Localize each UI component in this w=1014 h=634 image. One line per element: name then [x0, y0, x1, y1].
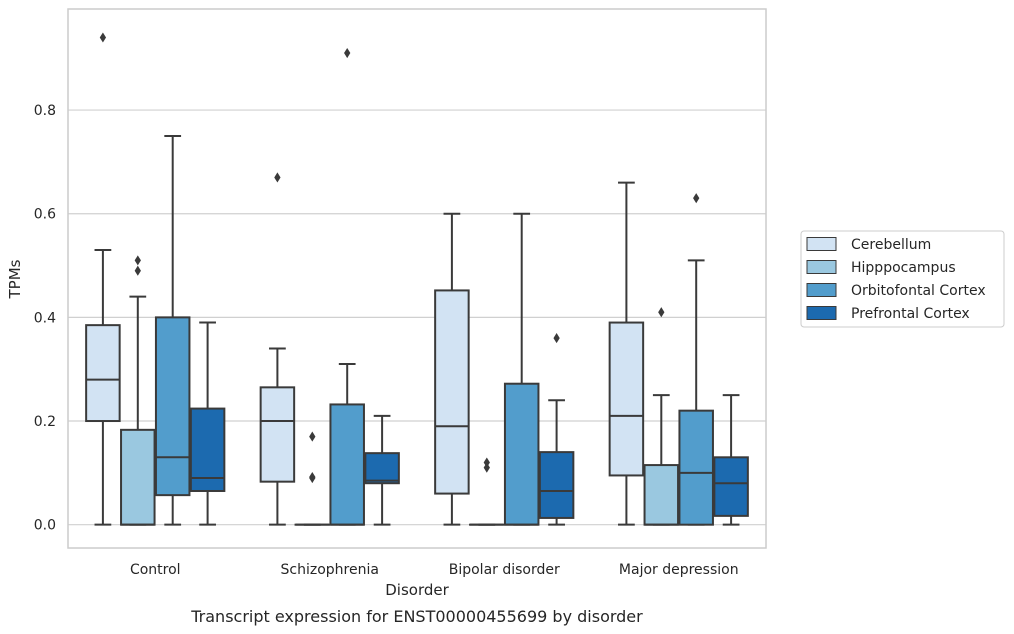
box-rect [85, 324, 121, 423]
legend-swatch [806, 237, 837, 251]
box-rect [678, 409, 714, 526]
chart-caption: Transcript expression for ENST0000045569… [190, 607, 643, 626]
box-rect [608, 321, 645, 477]
plot-area-frame [67, 8, 767, 549]
legend-swatch [806, 283, 837, 297]
legend-label: Orbitofontal Cortex [851, 283, 986, 299]
box-rect [259, 386, 296, 483]
box-outlier [134, 255, 141, 266]
x-axis-label: Disorder [385, 581, 449, 599]
box-rect [503, 382, 540, 526]
box-outlier [553, 333, 560, 344]
box-outlier [483, 457, 490, 468]
legend-swatch [806, 260, 837, 274]
box-outlier [99, 32, 107, 43]
box-rect [329, 403, 365, 526]
box-groups [85, 32, 749, 526]
box-group [608, 181, 749, 526]
box-outlier [309, 431, 316, 442]
x-tick-label: Schizophrenia [281, 562, 379, 578]
legend-label: Cerebellum [851, 237, 931, 253]
x-tick-label: Control [130, 562, 181, 578]
box-outlier [134, 265, 141, 276]
y-tick-label: 0.6 [34, 207, 56, 223]
box-rect [538, 451, 575, 519]
box-rect [713, 456, 749, 517]
box-group [259, 48, 400, 526]
y-tick-label: 0.8 [34, 103, 56, 119]
box-outlier [658, 307, 665, 318]
y-tick-label: 0.4 [34, 310, 56, 326]
legend-label: Prefrontal Cortex [851, 306, 970, 322]
legend-swatch [806, 306, 837, 320]
legend-frame [800, 230, 1005, 328]
box-rect [120, 428, 156, 526]
box-group [85, 32, 226, 526]
box-group [434, 212, 575, 526]
y-tick-label: 0.0 [34, 518, 56, 534]
legend-label: Hipppocampus [851, 260, 956, 276]
box-rect [364, 452, 400, 485]
box-outlier [274, 172, 281, 183]
y-tick-label: 0.2 [34, 414, 56, 430]
x-tick-label: Bipolar disorder [449, 562, 560, 578]
y-tick-labels: 0.0 0.2 0.4 0.6 0.8 [34, 103, 56, 534]
legend: Cerebellum Hipppocampus Orbitofontal Corte… [800, 230, 1005, 328]
box-rect [643, 464, 680, 526]
x-tick-labels: Control Schizophrenia Bipolar disorder Majo… [130, 562, 739, 578]
box-outlier [483, 462, 490, 473]
x-tick-label: Major depression [619, 562, 739, 578]
y-axis-label: TPMs [6, 259, 24, 299]
box-outlier [344, 48, 351, 59]
box-outlier [693, 193, 700, 204]
box-outlier [309, 471, 316, 483]
box-rect [154, 316, 191, 497]
box-rect [434, 289, 470, 495]
